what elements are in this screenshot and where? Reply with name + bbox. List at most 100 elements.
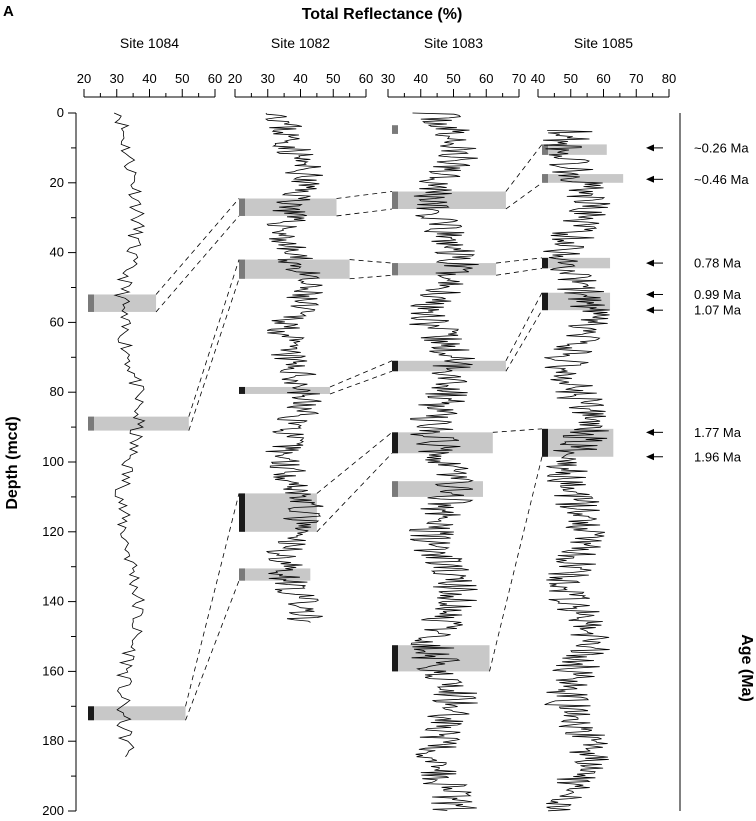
chron-marker bbox=[88, 706, 94, 721]
age-marker-label: 1.07 Ma bbox=[694, 303, 742, 318]
correlation-lines bbox=[155, 144, 543, 721]
reflectance-trace bbox=[113, 112, 146, 758]
depth-tick-label: 0 bbox=[57, 105, 64, 120]
depth-interval-band bbox=[89, 294, 157, 312]
correlation-line bbox=[329, 370, 393, 395]
chron-marker bbox=[88, 294, 94, 312]
correlation-line bbox=[188, 278, 240, 431]
depth-interval-band bbox=[240, 198, 337, 216]
age-arrow-head bbox=[646, 259, 654, 267]
interval-fills bbox=[88, 125, 624, 721]
age-marker-label: 0.78 Ma bbox=[694, 256, 742, 271]
depth-tick-label: 20 bbox=[50, 175, 64, 190]
depth-interval-band bbox=[393, 263, 497, 276]
x-tick-label: 50 bbox=[446, 71, 460, 86]
reflectance-trace bbox=[408, 112, 479, 811]
x-tick-label: 30 bbox=[261, 71, 275, 86]
chron-marker bbox=[239, 259, 245, 279]
x-tick-label: 40 bbox=[414, 71, 428, 86]
correlation-line bbox=[188, 259, 240, 417]
axes: 0 20 40 60 80 100 120 140 160 180 200 Site 1084 20 30… bbox=[42, 35, 749, 818]
depth-interval-band bbox=[543, 428, 614, 457]
x-tick-label: 50 bbox=[326, 71, 340, 86]
x-tick-label: 50 bbox=[564, 71, 578, 86]
chron-marker bbox=[392, 263, 398, 276]
depth-tick-label: 40 bbox=[50, 245, 64, 260]
correlation-line bbox=[505, 309, 543, 372]
site-label: Site 1084 bbox=[120, 35, 179, 51]
correlation-line bbox=[336, 208, 393, 217]
age-marker-label: ~0.46 Ma bbox=[694, 172, 749, 187]
chron-marker bbox=[239, 493, 245, 532]
chron-marker bbox=[542, 428, 548, 457]
depth-interval-band bbox=[543, 174, 624, 183]
depth-tick-label: 180 bbox=[42, 733, 64, 748]
age-marker-label: 1.96 Ma bbox=[694, 449, 742, 464]
correlation-line bbox=[489, 456, 543, 672]
chart-title: Total Reflectance (%) bbox=[302, 6, 463, 23]
correlation-line bbox=[329, 360, 393, 388]
age-arrow-head bbox=[646, 175, 654, 183]
depth-interval-band bbox=[393, 432, 493, 454]
age-marker-label: ~0.26 Ma bbox=[694, 140, 749, 155]
age-marker-label: 0.99 Ma bbox=[694, 287, 742, 302]
chron-marker bbox=[392, 481, 398, 497]
x-tick-label: 60 bbox=[208, 71, 222, 86]
correlation-line bbox=[496, 267, 543, 276]
x-tick-label: 70 bbox=[512, 71, 526, 86]
depth-tick-label: 80 bbox=[50, 384, 64, 399]
correlation-line bbox=[185, 493, 240, 707]
x-tick-label: 60 bbox=[359, 71, 373, 86]
site-label: Site 1082 bbox=[271, 35, 330, 51]
correlation-line bbox=[496, 257, 543, 264]
depth-tick-label: 100 bbox=[42, 454, 64, 469]
chron-marker bbox=[542, 174, 548, 183]
depth-interval-band bbox=[393, 481, 483, 497]
chron-marker bbox=[542, 257, 548, 269]
x-tick-label: 60 bbox=[479, 71, 493, 86]
depth-interval-band bbox=[543, 257, 611, 269]
reflectance-traces bbox=[113, 112, 611, 812]
x-tick-label: 60 bbox=[596, 71, 610, 86]
age-arrow-head bbox=[646, 290, 654, 298]
correlation-line bbox=[349, 259, 393, 264]
panel-letter: A bbox=[3, 3, 14, 20]
age-arrow-head bbox=[646, 144, 654, 152]
chron-marker bbox=[392, 432, 398, 454]
correlation-line bbox=[316, 452, 393, 533]
x-tick-label: 40 bbox=[142, 71, 156, 86]
depth-interval-band bbox=[543, 144, 607, 155]
depth-tick-label: 60 bbox=[50, 314, 64, 329]
correlation-line bbox=[155, 198, 240, 295]
correlation-line bbox=[505, 292, 543, 361]
correlation-line bbox=[349, 274, 393, 280]
chron-marker bbox=[542, 292, 548, 311]
chron-marker bbox=[392, 360, 398, 372]
depth-tick-label: 120 bbox=[42, 524, 64, 539]
depth-interval-band bbox=[240, 259, 350, 279]
x-tick-label: 50 bbox=[175, 71, 189, 86]
age-arrow-head bbox=[646, 306, 654, 314]
correlation-line bbox=[505, 182, 543, 210]
chron-marker bbox=[392, 191, 398, 209]
correlation-line bbox=[336, 191, 393, 199]
correlation-line bbox=[155, 215, 240, 313]
depth-tick-label: 140 bbox=[42, 594, 64, 609]
depth-interval-band bbox=[393, 360, 506, 372]
chron-marker bbox=[239, 386, 245, 394]
x-tick-label: 40 bbox=[531, 71, 545, 86]
x-tick-label: 20 bbox=[77, 71, 91, 86]
chron-marker bbox=[392, 645, 398, 672]
chron-marker bbox=[239, 198, 245, 216]
chron-marker bbox=[88, 416, 94, 431]
correlation-line bbox=[505, 144, 543, 192]
site-label: Site 1085 bbox=[574, 35, 633, 51]
age-axis-label: Age (Ma) bbox=[738, 634, 755, 702]
chron-marker bbox=[542, 144, 548, 155]
age-arrow-head bbox=[646, 428, 654, 436]
reflectance-trace bbox=[265, 112, 324, 623]
chron-marker bbox=[392, 125, 398, 134]
x-tick-label: 70 bbox=[629, 71, 643, 86]
x-tick-label: 40 bbox=[293, 71, 307, 86]
